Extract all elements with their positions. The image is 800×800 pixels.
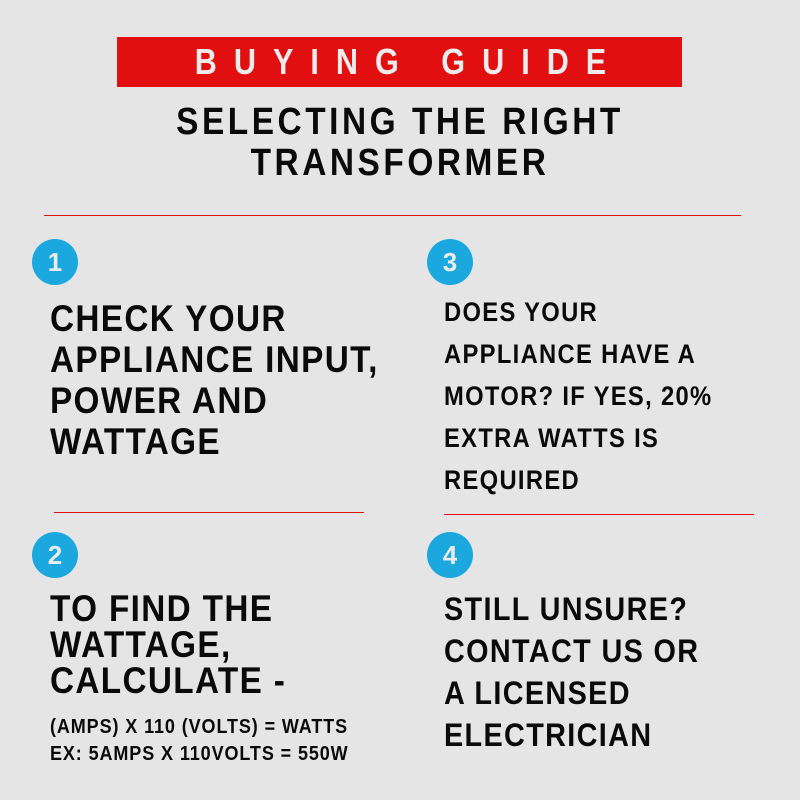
text-line: REQUIRED — [444, 465, 580, 495]
text-line: CONTACT US OR — [444, 633, 700, 669]
right-divider — [444, 514, 754, 515]
step-2-formula: (AMPS) X 110 (VOLTS) = WATTS EX: 5AMPS X… — [50, 714, 349, 768]
step-1-badge: 1 — [32, 239, 78, 285]
text-line: TO FIND THE — [50, 588, 274, 629]
text-line: POWER AND — [50, 380, 269, 421]
banner-text: BUYING GUIDE — [195, 41, 624, 82]
text-line: CHECK YOUR — [50, 298, 287, 339]
page-title: SELECTING THE RIGHT TRANSFORMER — [0, 102, 800, 184]
title-line: TRANSFORMER — [250, 142, 550, 184]
step-4-badge: 4 — [427, 532, 473, 578]
buying-guide-banner: BUYING GUIDE — [117, 37, 682, 87]
formula-line: (AMPS) X 110 (VOLTS) = WATTS — [50, 716, 349, 738]
text-line: CALCULATE - — [50, 660, 287, 701]
text-line: WATTAGE — [50, 421, 221, 462]
text-line: EXTRA WATTS IS — [444, 423, 660, 453]
step-1-text: CHECK YOUR APPLIANCE INPUT, POWER AND WA… — [50, 298, 379, 462]
title-line: SELECTING THE RIGHT — [176, 101, 624, 143]
left-divider — [54, 512, 364, 513]
text-line: WATTAGE, — [50, 624, 232, 665]
text-line: DOES YOUR — [444, 297, 599, 327]
text-line: ELECTRICIAN — [444, 717, 653, 753]
step-3-badge: 3 — [427, 239, 473, 285]
step-2-text: TO FIND THE WATTAGE, CALCULATE - — [50, 588, 287, 701]
text-line: STILL UNSURE? — [444, 591, 689, 627]
top-divider — [44, 215, 741, 216]
text-line: APPLIANCE HAVE A — [444, 339, 697, 369]
text-line: APPLIANCE INPUT, — [50, 339, 379, 380]
step-4-text: STILL UNSURE? CONTACT US OR A LICENSED E… — [444, 588, 699, 756]
text-line: A LICENSED — [444, 675, 631, 711]
step-3-text: DOES YOUR APPLIANCE HAVE A MOTOR? IF YES… — [444, 291, 712, 501]
example-line: EX: 5AMPS X 110VOLTS = 550W — [50, 743, 349, 765]
step-2-badge: 2 — [32, 532, 78, 578]
text-line: MOTOR? IF YES, 20% — [444, 381, 713, 411]
